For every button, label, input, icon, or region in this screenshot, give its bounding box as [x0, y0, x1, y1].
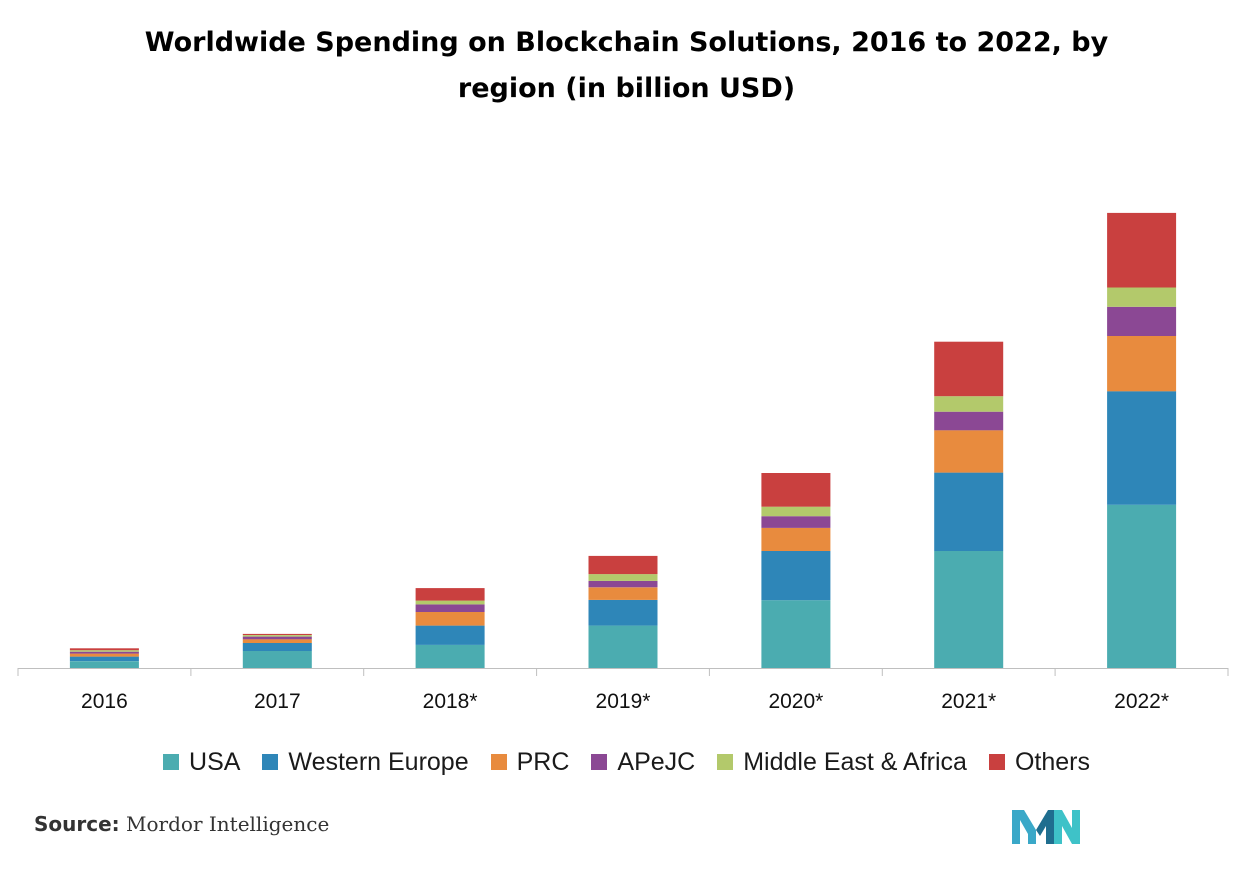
bar-segment-2016-apejc	[69, 651, 139, 654]
bar-segment-2020-usa	[761, 600, 831, 668]
bar-segment-2018-apejc	[415, 604, 485, 612]
bar-segment-2021-usa	[934, 551, 1004, 668]
bar-segment-2021-middle-east-africa	[934, 396, 1004, 412]
bars-layer	[69, 212, 1177, 668]
bar-segment-2018-usa	[415, 644, 485, 668]
legend-swatch	[163, 754, 180, 770]
bar-segment-2021-apejc	[934, 411, 1004, 431]
legend-item: PRC	[490, 747, 570, 777]
bar-segment-2020-prc	[761, 527, 831, 551]
x-tick-label: 2017	[254, 690, 301, 713]
x-tick-label: 2016	[81, 690, 128, 713]
legend-swatch	[717, 754, 734, 770]
bar-segment-2016-western-europe	[69, 656, 139, 662]
legend-label: PRC	[516, 747, 570, 776]
legend-item: Others	[988, 747, 1090, 777]
legend-swatch	[262, 754, 279, 770]
bar-segment-2021-western-europe	[934, 472, 1004, 551]
bar-segment-2019-western-europe	[588, 599, 658, 626]
legend-label: Others	[1014, 747, 1090, 776]
bar-segment-2016-prc	[69, 653, 139, 657]
source-note: Source: Mordor Intelligence	[34, 812, 329, 836]
bar-segment-2018-middle-east-africa	[415, 600, 485, 605]
bar-segment-2019-usa	[588, 625, 658, 668]
bar-segment-2021-others	[934, 341, 1004, 397]
x-tick-label: 2018*	[423, 690, 478, 713]
mordor-intelligence-logo-icon	[1012, 810, 1080, 844]
legend-label: Western Europe	[288, 747, 469, 776]
bar-segment-2022-others	[1107, 212, 1177, 288]
legend: USA Western Europe PRC APeJC Middle East & A…	[0, 742, 1253, 782]
source-label: Source:	[34, 812, 120, 836]
legend-item: Western Europe	[262, 747, 469, 777]
bar-segment-2020-western-europe	[761, 551, 831, 601]
legend-label: Middle East & Africa	[743, 747, 967, 776]
bar-segment-2017-western-europe	[242, 643, 312, 651]
bar-segment-2022-apejc	[1107, 306, 1177, 336]
bar-segment-2018-western-europe	[415, 625, 485, 645]
x-tick-label: 2019*	[596, 690, 651, 713]
bar-segment-2022-prc	[1107, 336, 1177, 392]
bar-segment-2019-others	[588, 555, 658, 575]
legend-item: USA	[163, 748, 240, 777]
bar-segment-2020-middle-east-africa	[761, 506, 831, 517]
bar-segment-2017-others	[242, 633, 312, 635]
bar-segment-2022-usa	[1107, 504, 1177, 668]
bar-segment-2020-others	[761, 473, 831, 507]
bar-segment-2018-prc	[415, 612, 485, 626]
legend-swatch	[490, 754, 507, 770]
bar-segment-2019-apejc	[588, 580, 658, 588]
x-tick-label: 2021*	[941, 690, 996, 713]
bar-segment-2019-prc	[588, 587, 658, 600]
bar-segment-2017-prc	[242, 639, 312, 643]
bar-segment-2022-middle-east-africa	[1107, 287, 1177, 307]
x-tick-label: 2022*	[1114, 690, 1169, 713]
bar-segment-2021-prc	[934, 430, 1004, 473]
bar-segment-2022-western-europe	[1107, 391, 1177, 505]
source-text: Mordor Intelligence	[126, 812, 330, 836]
legend-swatch	[988, 754, 1005, 770]
bar-segment-2017-usa	[242, 651, 312, 668]
bar-segment-2020-apejc	[761, 516, 831, 528]
bar-segment-2017-middle-east-africa	[242, 635, 312, 637]
bar-segment-2018-others	[415, 588, 485, 601]
chart-title: Worldwide Spending on Blockchain Solutio…	[0, 20, 1253, 112]
x-tick-label: 2020*	[768, 690, 823, 713]
bar-segment-2016-middle-east-africa	[69, 650, 139, 652]
x-axis: 2016 2017 2018* 2019* 2020* 2021* 2022*	[17, 668, 1229, 713]
bar-segment-2016-usa	[69, 661, 139, 668]
chart-title-line-2: region (in billion USD)	[457, 73, 796, 104]
bar-segment-2016-others	[69, 648, 139, 651]
legend-swatch	[591, 754, 608, 770]
legend-label: USA	[189, 747, 241, 776]
legend-item: APeJC	[591, 748, 695, 777]
chart-title-line-1: Worldwide Spending on Blockchain Solutio…	[144, 27, 1109, 58]
legend-label: APeJC	[617, 747, 696, 776]
bar-segment-2019-middle-east-africa	[588, 574, 658, 581]
legend-item: Middle East & Africa	[717, 748, 967, 777]
bar-segment-2017-apejc	[242, 636, 312, 640]
